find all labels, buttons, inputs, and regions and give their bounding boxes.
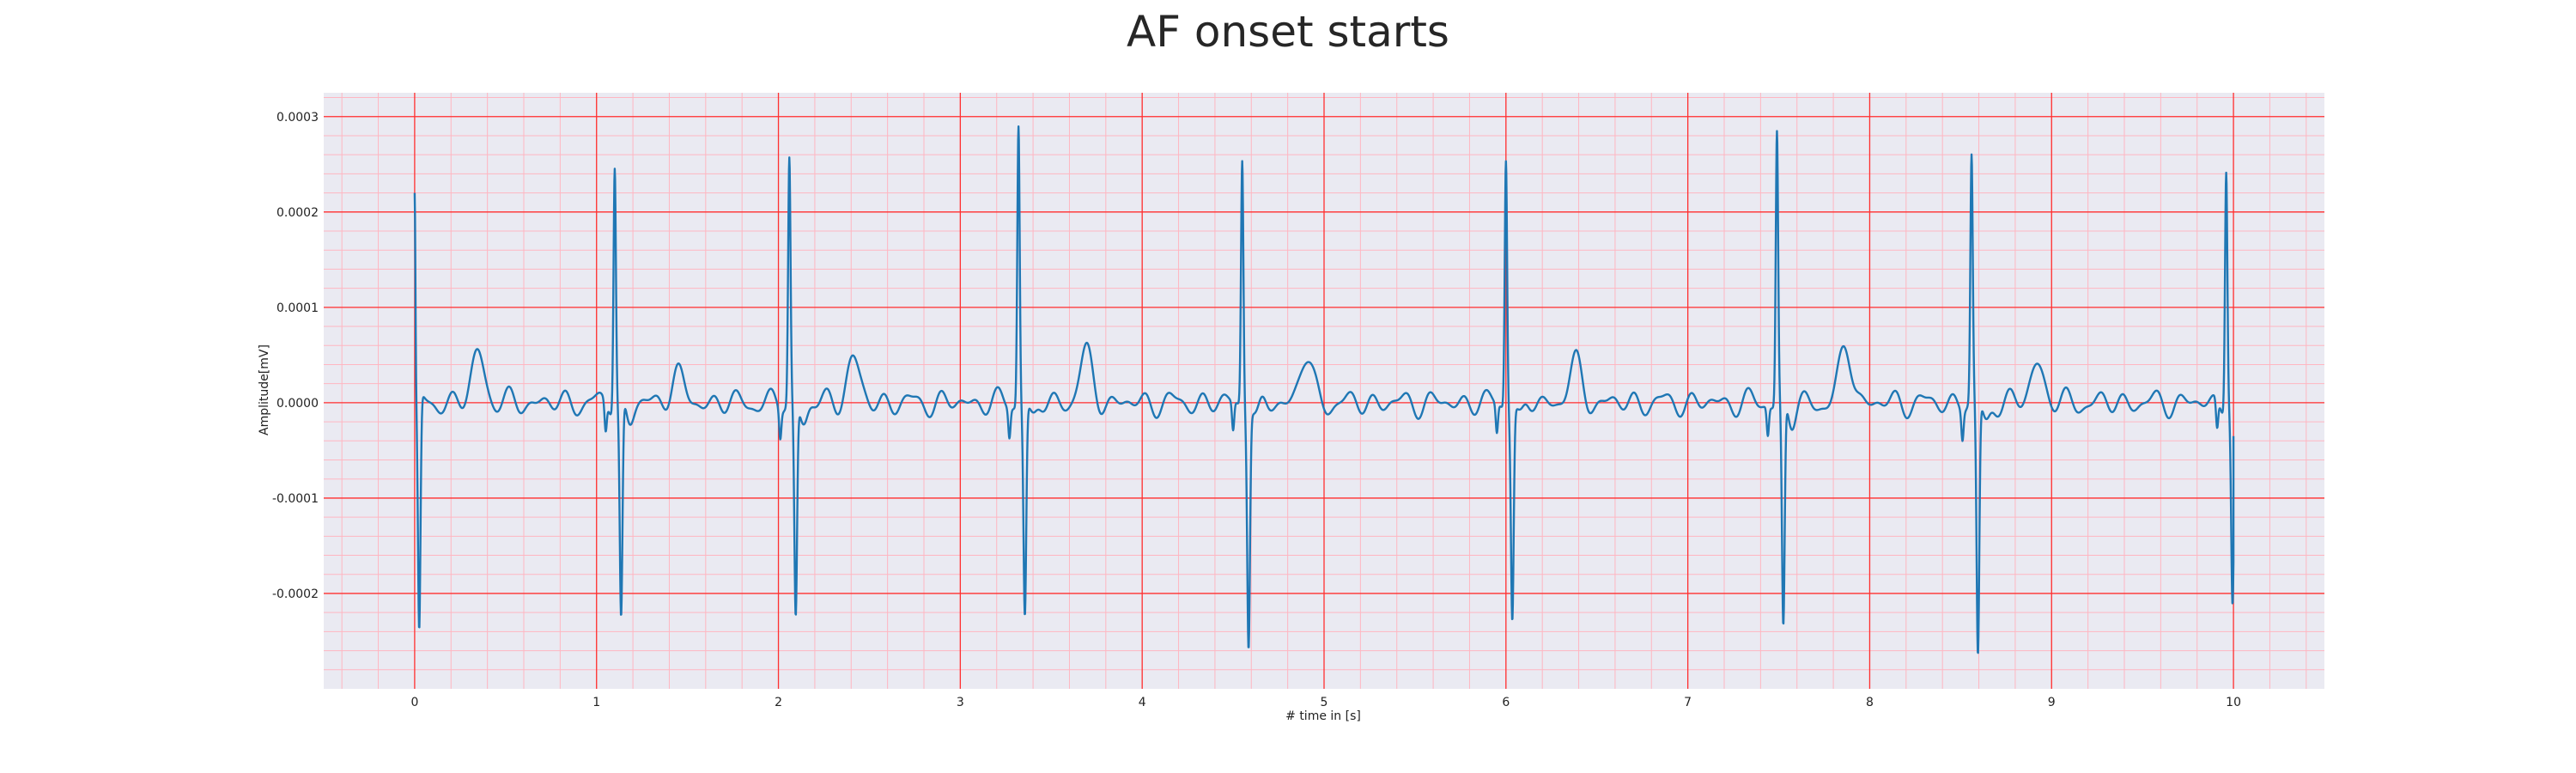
y-tick-label: 0.0003 — [276, 111, 319, 125]
x-tick-labels: 0 1 2 3 4 5 6 7 8 9 10 — [410, 696, 2241, 709]
x-tick-label: 7 — [1684, 696, 1692, 709]
y-tick-label: 0.0001 — [276, 301, 319, 315]
ecg-signal-line — [413, 125, 2235, 654]
x-tick-label: 1 — [592, 696, 600, 709]
x-tick-label: 4 — [1139, 696, 1146, 709]
chart-title: AF onset starts — [1127, 7, 1449, 57]
x-axis-label: # time in [s] — [1285, 709, 1361, 723]
x-tick-label: 5 — [1321, 696, 1328, 709]
y-axis-label: Amplitude[mV] — [258, 344, 271, 435]
x-tick-label: 9 — [2048, 696, 2056, 709]
x-tick-label: 3 — [957, 696, 964, 709]
x-tick-label: 10 — [2226, 696, 2241, 709]
x-tick-label: 2 — [775, 696, 782, 709]
y-tick-label: 0.0000 — [276, 397, 319, 411]
x-tick-label: 6 — [1502, 696, 1510, 709]
y-tick-label: -0.0002 — [272, 587, 319, 601]
y-tick-label: -0.0001 — [272, 492, 319, 506]
x-tick-label: 0 — [410, 696, 418, 709]
y-tick-labels: 0.0003 0.0002 0.0001 0.0000 -0.0001 -0.0002 — [272, 111, 319, 601]
major-grid — [324, 93, 2324, 689]
x-tick-label: 8 — [1866, 696, 1874, 709]
y-tick-label: 0.0002 — [276, 206, 319, 220]
